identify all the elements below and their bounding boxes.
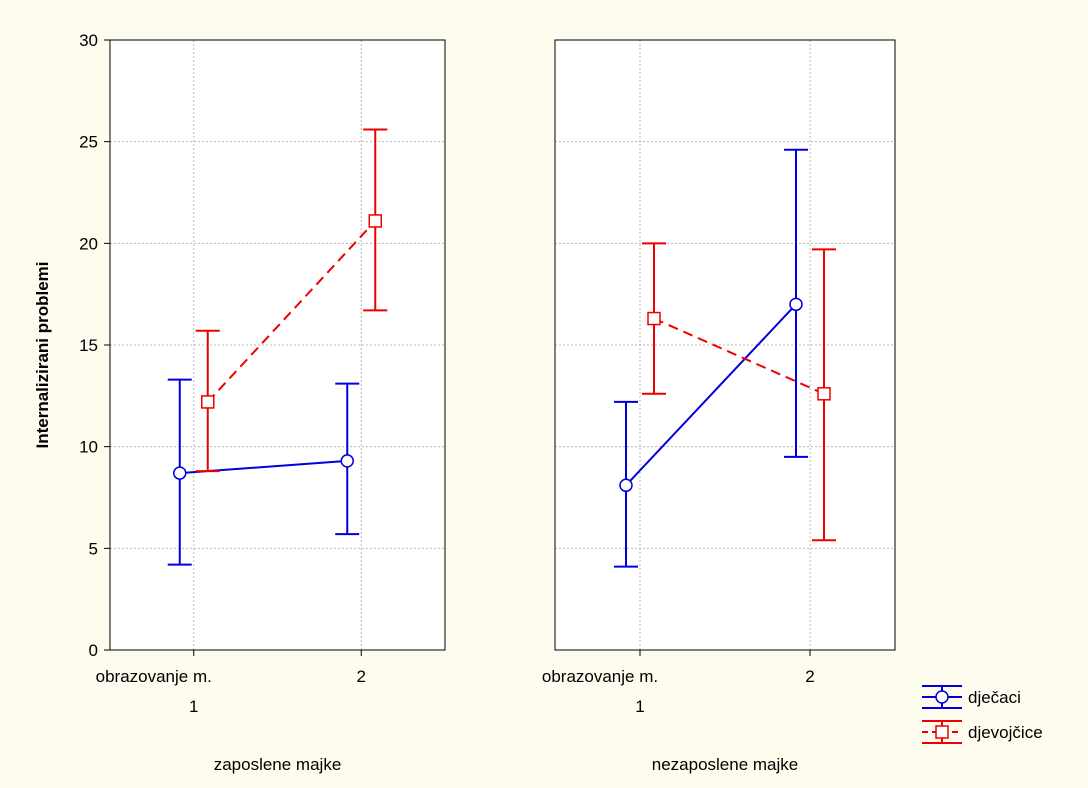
y-tick-label: 25: [79, 133, 98, 152]
x-tick-label: 1: [189, 697, 198, 716]
legend-marker: [935, 690, 949, 704]
series-line: [207, 220, 376, 403]
panel-label: nezaposlene majke: [652, 755, 798, 774]
y-tick-label: 30: [79, 31, 98, 50]
x-factor-label: obrazovanje m.: [96, 667, 212, 686]
data-point: [340, 454, 354, 468]
legend-marker: [935, 725, 949, 739]
panel-1: 0 5 10 15 20 25 30 obrazovanje m. 1 2 zaposlene ma…: [79, 31, 446, 774]
legend-entry: djevojčice: [922, 720, 1043, 744]
y-tick-label: 5: [89, 539, 98, 558]
plot-frame: [554, 39, 896, 651]
legend: dječaci djevojčice: [922, 685, 1043, 744]
x-tick-label: 2: [805, 667, 814, 686]
panel-label: zaposlene majke: [214, 755, 342, 774]
panel-2: obrazovanje m. 1 2 nezaposlene majke: [542, 39, 896, 774]
data-point: [817, 387, 831, 401]
legend-label: djevojčice: [968, 723, 1043, 742]
data-point: [789, 297, 803, 312]
data-point: [647, 311, 661, 326]
legend-entry: dječaci: [922, 685, 1021, 709]
x-tick-label: 2: [357, 667, 366, 686]
y-tick-label: 10: [79, 438, 98, 457]
data-point: [173, 466, 187, 480]
series-2: [642, 242, 836, 542]
x-tick-label: 1: [635, 697, 644, 716]
x-factor-label: obrazovanje m.: [542, 667, 658, 686]
panels-layer: 0 5 10 15 20 25 30 obrazovanje m. 1 2 zaposlene ma…: [79, 31, 896, 774]
y-tick-label: 20: [79, 234, 98, 253]
y-axis-label: Internalizirani problemi: [33, 261, 52, 448]
data-point: [201, 395, 215, 409]
y-tick-label: 15: [79, 336, 98, 355]
legend-label: dječaci: [968, 688, 1021, 707]
series-line: [625, 303, 797, 486]
series-1: [614, 148, 808, 568]
y-tick-label: 0: [89, 641, 98, 660]
plot-area: [110, 40, 445, 650]
data-point: [368, 214, 382, 228]
data-point: [619, 478, 633, 493]
series-2: [195, 128, 388, 473]
